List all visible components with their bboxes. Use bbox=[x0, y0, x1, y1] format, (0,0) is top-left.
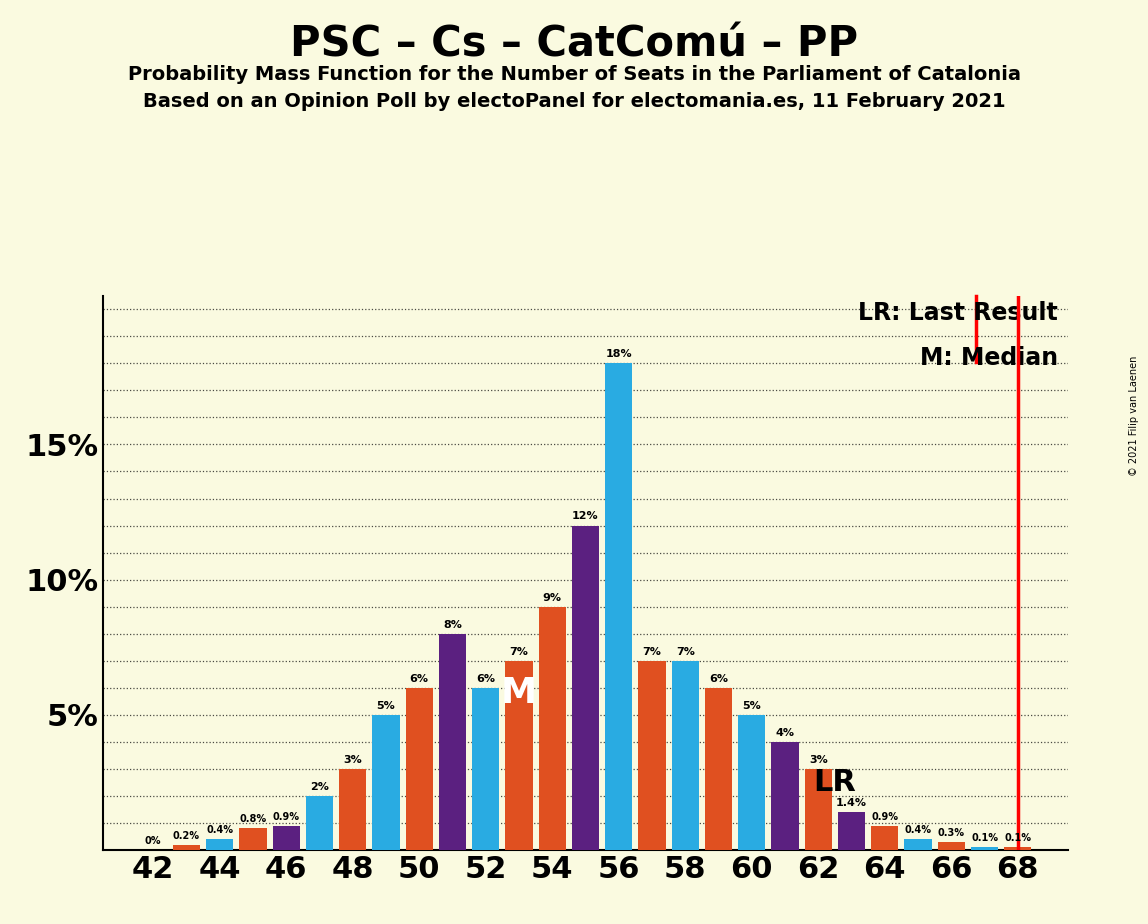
Text: 0.1%: 0.1% bbox=[1004, 833, 1031, 844]
Bar bbox=[705, 687, 732, 850]
Text: 0.8%: 0.8% bbox=[240, 814, 266, 824]
Bar bbox=[572, 526, 599, 850]
Text: © 2021 Filip van Laenen: © 2021 Filip van Laenen bbox=[1130, 356, 1139, 476]
Bar bbox=[871, 826, 899, 850]
Bar bbox=[1004, 847, 1031, 850]
Text: 0.1%: 0.1% bbox=[971, 833, 998, 844]
Text: 6%: 6% bbox=[410, 674, 428, 684]
Text: M: Median: M: Median bbox=[920, 346, 1058, 370]
Text: 1.4%: 1.4% bbox=[836, 798, 867, 808]
Bar bbox=[505, 661, 533, 850]
Text: 12%: 12% bbox=[572, 512, 599, 521]
Text: 7%: 7% bbox=[510, 647, 528, 657]
Text: 7%: 7% bbox=[676, 647, 695, 657]
Bar bbox=[472, 687, 499, 850]
Text: 0%: 0% bbox=[145, 836, 162, 846]
Bar bbox=[173, 845, 200, 850]
Text: PSC – Cs – CatComú – PP: PSC – Cs – CatComú – PP bbox=[290, 23, 858, 65]
Text: 8%: 8% bbox=[443, 620, 461, 629]
Text: 18%: 18% bbox=[605, 349, 633, 359]
Bar bbox=[971, 847, 998, 850]
Bar bbox=[372, 715, 400, 850]
Bar bbox=[305, 796, 333, 850]
Text: 5%: 5% bbox=[743, 700, 761, 711]
Text: 4%: 4% bbox=[776, 728, 794, 738]
Bar bbox=[938, 842, 964, 850]
Bar bbox=[239, 829, 266, 850]
Bar bbox=[805, 769, 832, 850]
Text: 5%: 5% bbox=[377, 700, 395, 711]
Text: 0.4%: 0.4% bbox=[905, 825, 931, 835]
Text: 2%: 2% bbox=[310, 782, 328, 792]
Text: 6%: 6% bbox=[709, 674, 728, 684]
Bar bbox=[207, 839, 233, 850]
Bar bbox=[672, 661, 699, 850]
Bar bbox=[272, 826, 300, 850]
Text: 9%: 9% bbox=[543, 592, 561, 602]
Bar bbox=[538, 607, 566, 850]
Bar bbox=[838, 812, 866, 850]
Text: Probability Mass Function for the Number of Seats in the Parliament of Catalonia: Probability Mass Function for the Number… bbox=[127, 65, 1021, 84]
Text: 3%: 3% bbox=[809, 755, 828, 765]
Bar bbox=[339, 769, 366, 850]
Bar bbox=[738, 715, 766, 850]
Text: 3%: 3% bbox=[343, 755, 362, 765]
Bar bbox=[405, 687, 433, 850]
Text: 0.2%: 0.2% bbox=[173, 831, 200, 841]
Bar bbox=[638, 661, 666, 850]
Text: 6%: 6% bbox=[476, 674, 495, 684]
Text: 0.9%: 0.9% bbox=[273, 811, 300, 821]
Text: LR: Last Result: LR: Last Result bbox=[859, 301, 1058, 325]
Bar bbox=[605, 363, 633, 850]
Text: LR: LR bbox=[814, 768, 856, 797]
Text: 0.4%: 0.4% bbox=[207, 825, 233, 835]
Text: 0.9%: 0.9% bbox=[871, 811, 898, 821]
Text: M: M bbox=[501, 676, 537, 711]
Text: 7%: 7% bbox=[643, 647, 661, 657]
Text: 0.3%: 0.3% bbox=[938, 828, 964, 838]
Bar bbox=[905, 839, 932, 850]
Bar bbox=[439, 634, 466, 850]
Bar bbox=[771, 742, 799, 850]
Text: Based on an Opinion Poll by electoPanel for electomania.es, 11 February 2021: Based on an Opinion Poll by electoPanel … bbox=[142, 92, 1006, 112]
